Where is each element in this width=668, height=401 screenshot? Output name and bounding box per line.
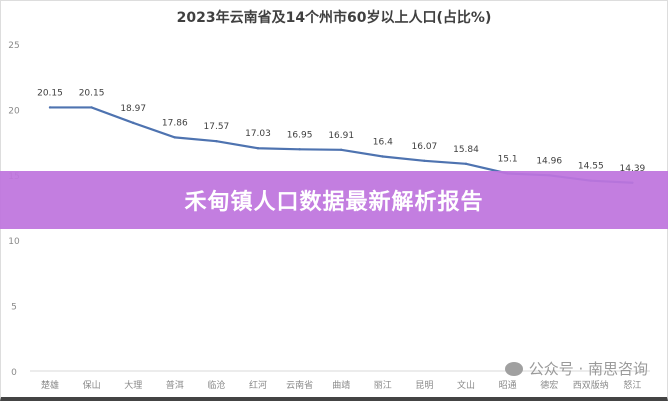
data-label: 20.15 — [79, 88, 105, 98]
y-tick-label: 25 — [8, 41, 19, 51]
x-tick-label: 德宏 — [540, 379, 558, 391]
watermark: 公众号 · 南思咨询 — [504, 358, 648, 379]
data-label: 15.84 — [453, 145, 479, 155]
x-tick-label: 云南省 — [286, 379, 313, 391]
data-label: 14.96 — [536, 156, 562, 166]
data-label: 20.15 — [37, 88, 63, 98]
chart-title: 2023年云南省及14个州市60岁以上人口(占比%) — [176, 10, 492, 26]
data-label: 17.86 — [162, 118, 188, 128]
x-tick-label: 楚雄 — [41, 379, 59, 391]
data-label: 16.91 — [328, 131, 354, 141]
data-point — [464, 162, 468, 166]
data-label: 14.55 — [578, 162, 604, 172]
data-point — [423, 159, 426, 163]
x-tick-label: 文山 — [457, 379, 475, 391]
watermark-text: 公众号 · 南思咨询 — [528, 360, 648, 378]
data-point — [298, 148, 301, 151]
data-point — [381, 155, 384, 158]
data-label: 16.07 — [412, 142, 438, 152]
data-label: 15.1 — [498, 154, 518, 164]
x-tick-label: 曲靖 — [332, 379, 350, 391]
data-point — [132, 121, 135, 125]
data-label: 16.95 — [287, 130, 313, 140]
x-tick-label: 昆明 — [415, 380, 433, 391]
x-tick-label: 昭通 — [499, 380, 517, 391]
x-tick-label: 大理 — [124, 379, 142, 391]
x-tick-label: 红河 — [249, 379, 267, 391]
data-point — [215, 139, 218, 143]
data-label: 18.97 — [120, 104, 146, 114]
data-label: 16.4 — [373, 137, 393, 147]
x-tick-label: 丽江 — [374, 380, 392, 391]
y-tick-label: 5 — [11, 303, 17, 313]
y-tick-label: 20 — [8, 106, 20, 116]
x-tick-label: 临沧 — [207, 379, 225, 391]
data-label: 17.57 — [204, 122, 230, 132]
y-tick-label: 10 — [8, 237, 20, 247]
data-point — [90, 106, 93, 109]
data-label: 17.03 — [245, 129, 271, 139]
data-point — [256, 147, 260, 150]
data-point — [173, 136, 176, 139]
overlay-banner: 禾甸镇人口数据最新解析报告 — [0, 171, 668, 229]
wechat-icon — [504, 361, 523, 376]
y-tick-label: 0 — [11, 368, 17, 378]
x-tick-label: 普洱 — [166, 379, 184, 391]
x-tick-label: 保山 — [83, 379, 101, 391]
x-tick-label: 怒江 — [623, 379, 641, 391]
data-point — [340, 148, 343, 152]
banner-title: 禾甸镇人口数据最新解析报告 — [184, 190, 484, 215]
data-label: 14.39 — [620, 164, 646, 174]
data-point — [48, 106, 52, 109]
x-tick-label: 西双版纳 — [573, 379, 609, 391]
